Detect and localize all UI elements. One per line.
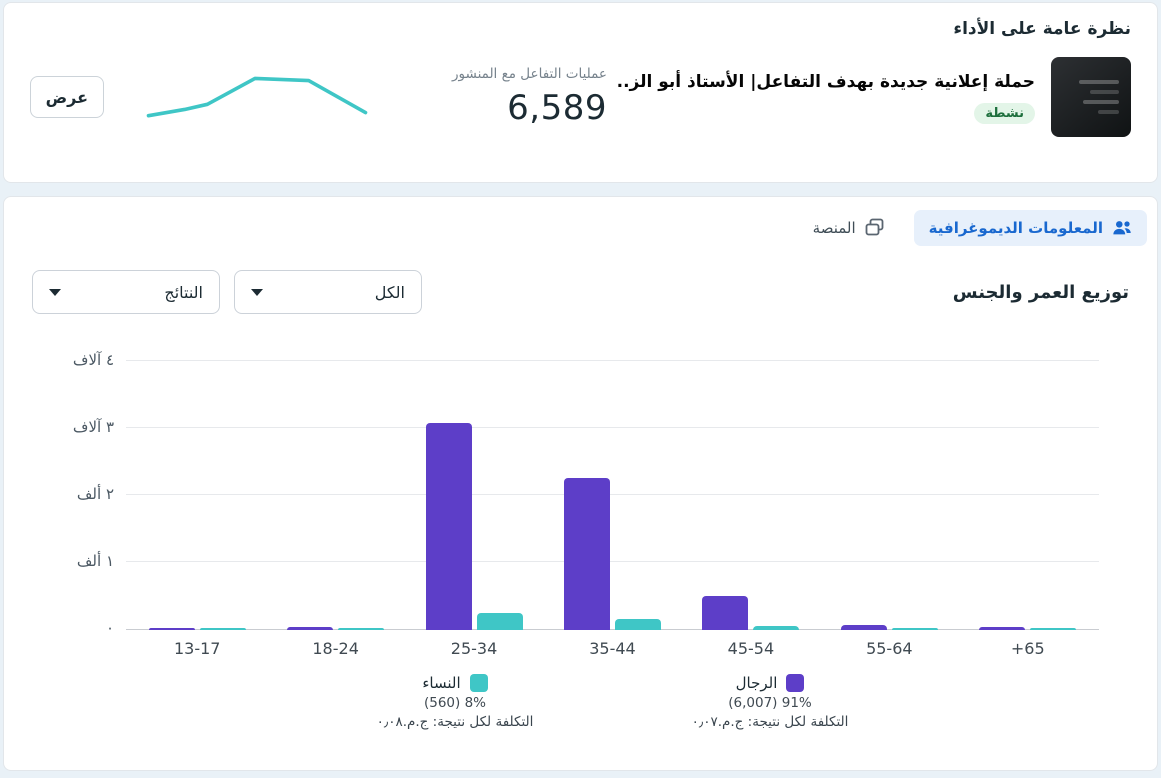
caret-down-icon (49, 288, 61, 296)
chart-filters: الكل النتائج (32, 270, 422, 314)
x-axis-line (126, 629, 1099, 630)
bar-women-45-54[interactable] (753, 626, 800, 630)
metric-value: 6,589 (507, 88, 607, 128)
bar-group-18-24 (266, 627, 404, 630)
women-color-swatch (469, 674, 488, 692)
x-label-35-44: 35-44 (589, 639, 636, 658)
y-tick: ٤ آلاف (72, 351, 114, 369)
legend-men-label: الرجال (735, 674, 778, 692)
bar-women-+65[interactable] (1030, 628, 1077, 630)
y-tick: ٠ (105, 619, 114, 637)
caret-down-icon (251, 288, 263, 296)
legend-women: النساء 8% (560) التكلفة لكل نتيجة: ج.م.٠… (348, 674, 563, 730)
bar-men-+65[interactable] (979, 627, 1026, 630)
bar-group-45-54 (682, 596, 820, 630)
metric-dropdown-value: النتائج (164, 282, 203, 302)
age-gender-chart: ٤ آلاف ٣ آلاف ٢ ألف ١ ألف ٠ 13-17 18-24 25… (14, 351, 1147, 730)
performance-overview-card: نظرة عامة على الأداء حملة إعلانية جديدة … (3, 2, 1158, 183)
gridline (126, 427, 1099, 428)
legend-women-label: النساء (422, 674, 461, 692)
insights-tabs: المعلومات الديموغرافية المنصة (14, 209, 1147, 246)
bar-men-55-64[interactable] (840, 625, 887, 630)
x-label-45-54: 45-54 (727, 639, 775, 658)
trend-sparkline (132, 64, 382, 130)
sparkline-chart (146, 76, 367, 118)
ad-thumbnail[interactable] (1051, 57, 1131, 137)
x-labels: 13-17 18-24 25-34 35-44 45-54 55-64 +65 (126, 639, 1099, 658)
legend-men-cost: التكلفة لكل نتيجة: ج.م.٠٫٠٧ (691, 714, 849, 730)
tab-platform[interactable]: المنصة (809, 209, 888, 246)
bar-men-35-44[interactable] (563, 478, 610, 630)
bar-women-18-24[interactable] (338, 628, 385, 630)
gridline (126, 494, 1099, 495)
bar-men-13-17[interactable] (148, 628, 195, 630)
bar-group-+65 (959, 627, 1097, 630)
chart-legend: الرجال 91% (6,007) التكلفة لكل نتيجة: ج.… (126, 674, 1099, 730)
bar-women-25-34[interactable] (476, 613, 523, 630)
view-button[interactable]: عرض (30, 76, 104, 118)
campaign-info: حملة إعلانية جديدة بهدف التفاعل| الأستاذ… (615, 70, 1035, 125)
campaign-row: حملة إعلانية جديدة بهدف التفاعل| الأستاذ… (30, 57, 1131, 137)
bar-women-13-17[interactable] (199, 628, 246, 630)
gridline (126, 360, 1099, 361)
demographics-card: المعلومات الديموغرافية المنصة توزيع العم… (3, 196, 1158, 771)
chart-title: توزيع العمر والجنس (952, 281, 1129, 303)
metric-label: عمليات التفاعل مع المنشور (452, 66, 607, 82)
tab-platform-label: المنصة (812, 218, 856, 237)
legend-women-cost: التكلفة لكل نتيجة: ج.م.٠٫٠٨ (376, 714, 534, 730)
plot-area (126, 360, 1099, 630)
bar-women-35-44[interactable] (614, 619, 661, 630)
gridline (126, 561, 1099, 562)
bar-women-55-64[interactable] (891, 628, 938, 630)
legend-men-share: 91% (6,007) (728, 695, 812, 711)
x-label-55-64: 55-64 (866, 639, 913, 658)
y-tick: ٢ ألف (76, 485, 114, 503)
bar-men-45-54[interactable] (702, 596, 749, 630)
x-label-25-34: 25-34 (450, 639, 498, 658)
bar-men-25-34[interactable] (425, 423, 472, 630)
legend-men: الرجال 91% (6,007) التكلفة لكل نتيجة: ج.… (663, 674, 878, 730)
bar-group-25-34 (405, 423, 543, 630)
breakdown-dropdown-value: الكل (374, 282, 405, 302)
y-axis: ٤ آلاف ٣ آلاف ٢ ألف ١ ألف ٠ (26, 351, 126, 637)
y-tick: ٣ آلاف (72, 418, 114, 436)
bar-men-18-24[interactable] (287, 627, 334, 630)
breakdown-dropdown[interactable]: الكل (234, 270, 422, 314)
status-badge: نشطة (974, 103, 1035, 125)
page-title: نظرة عامة على الأداء (953, 19, 1131, 39)
chart-header: توزيع العمر والجنس الكل النتائج (14, 270, 1147, 314)
men-color-swatch (786, 674, 805, 692)
bar-group-13-17 (128, 628, 266, 630)
x-label-13-17: 13-17 (173, 639, 221, 658)
bars-layer (126, 360, 1099, 630)
tab-demographics-label: المعلومات الديموغرافية (928, 218, 1103, 237)
people-icon (1113, 220, 1131, 234)
legend-women-share: 8% (560) (423, 695, 487, 711)
x-label-18-24: 18-24 (312, 639, 359, 658)
bar-group-35-44 (543, 478, 681, 630)
layers-icon (865, 218, 884, 236)
x-label-+65: +65 (1010, 639, 1045, 658)
metric-dropdown[interactable]: النتائج (32, 270, 220, 314)
engagement-metric: عمليات التفاعل مع المنشور 6,589 (410, 66, 607, 128)
bar-group-55-64 (820, 625, 958, 630)
tab-demographics[interactable]: المعلومات الديموغرافية (913, 209, 1147, 246)
y-tick: ١ ألف (76, 552, 114, 570)
campaign-name[interactable]: حملة إعلانية جديدة بهدف التفاعل| الأستاذ… (615, 71, 1035, 92)
